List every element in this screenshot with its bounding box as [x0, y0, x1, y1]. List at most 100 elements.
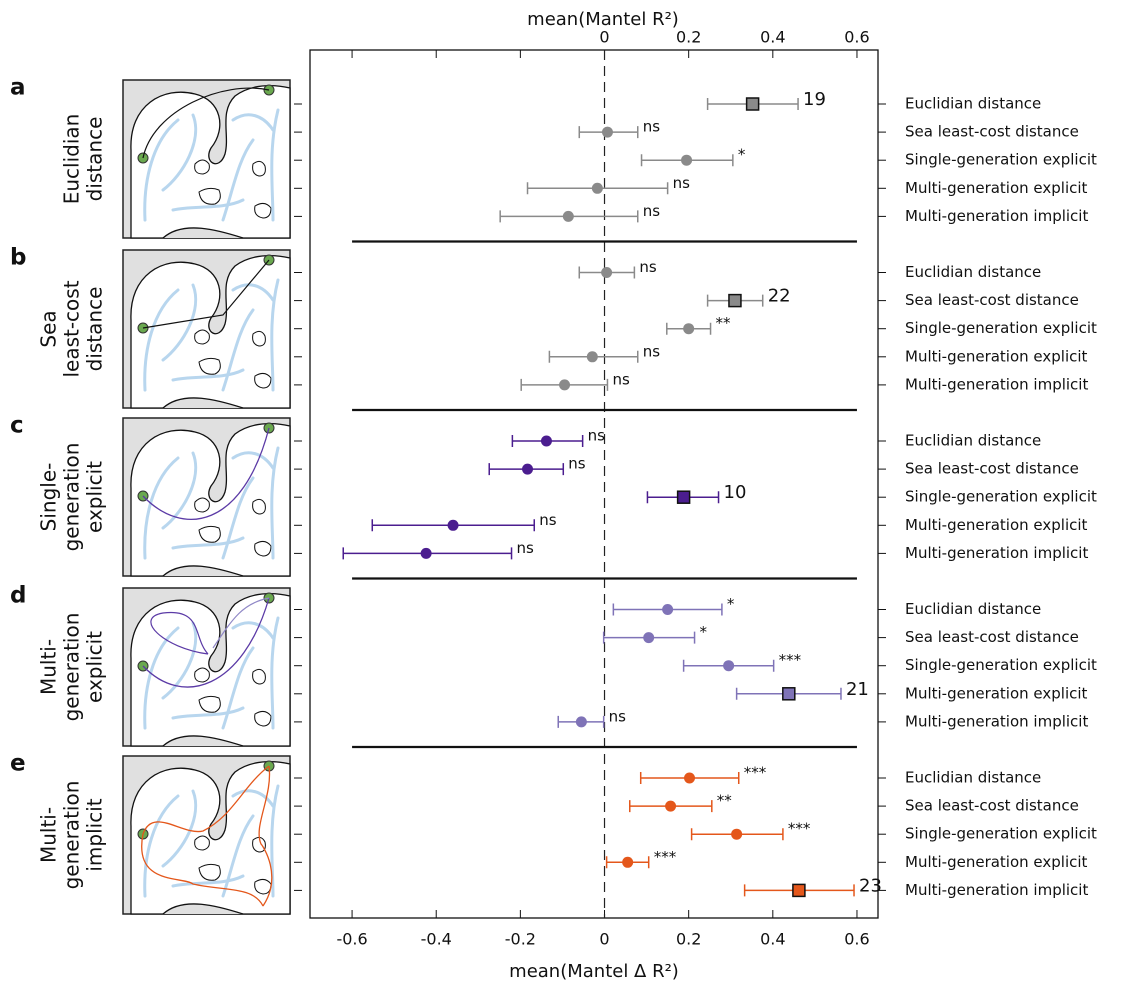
annotation: ns [517, 539, 535, 557]
point [586, 351, 598, 363]
category-label: Sea least-cost distance [905, 460, 1079, 478]
panel-title: distance [83, 287, 107, 372]
annotation: *** [744, 764, 767, 782]
annotation: ** [716, 314, 732, 332]
category-label: Multi-generation implicit [905, 881, 1088, 899]
panel-title: Sea [37, 310, 61, 347]
category-label: Multi-generation explicit [905, 516, 1088, 534]
panel-title: implicit [83, 798, 107, 871]
category-label: Single-generation explicit [905, 151, 1097, 169]
panel-title: Multi- [37, 807, 61, 863]
point [562, 210, 574, 222]
annotation: ns [609, 707, 627, 725]
annotation: ns [643, 342, 661, 360]
annotation: ns [588, 427, 606, 445]
panel-letter: b [10, 245, 26, 271]
panel-title: explicit [83, 631, 107, 703]
panel-title: Euclidian [60, 114, 84, 205]
annotation: ns [612, 370, 630, 388]
annotation: * [727, 595, 735, 613]
category-label: Multi-generation implicit [905, 712, 1088, 730]
map-d [121, 586, 292, 748]
map-a [121, 78, 292, 240]
category-label: Multi-generation explicit [905, 179, 1088, 197]
category-label: Multi-generation explicit [905, 853, 1088, 871]
category-label: Multi-generation implicit [905, 544, 1088, 562]
category-label: Euclidian distance [905, 600, 1041, 618]
point [522, 463, 534, 475]
annotation: ns [639, 258, 657, 276]
point [601, 267, 613, 278]
x2-tick-label: 0.4 [760, 28, 785, 47]
point [731, 828, 743, 840]
point [601, 126, 613, 138]
category-label: Single-generation explicit [905, 656, 1097, 674]
point [723, 660, 735, 672]
plot-frame [309, 49, 879, 919]
x-tick-label: -0.4 [421, 930, 452, 949]
x-tick-label: 0.4 [760, 930, 785, 949]
annotation: * [738, 146, 746, 164]
annotation: 23 [859, 875, 882, 896]
panel-title: generation [60, 781, 84, 890]
x-tick-label: -0.2 [505, 930, 536, 949]
annotation: ns [643, 118, 661, 136]
panel-title: explicit [83, 461, 107, 533]
annotation: 21 [846, 679, 869, 700]
x2-tick-label: 0 [599, 28, 609, 47]
point [792, 883, 806, 898]
point [665, 800, 677, 812]
x-tick-label: 0.2 [676, 930, 701, 949]
annotation: ns [568, 455, 586, 473]
category-label: Sea least-cost distance [905, 123, 1079, 141]
bottom-axis-label: mean(Mantel Δ R²) [509, 961, 679, 982]
category-label: Euclidian distance [905, 95, 1041, 113]
annotation: ns [643, 202, 661, 220]
panel-title: generation [60, 443, 84, 552]
panel-title: generation [60, 613, 84, 722]
point [559, 379, 571, 391]
category-label: Multi-generation explicit [905, 684, 1088, 702]
point [683, 323, 695, 335]
category-label: Single-generation explicit [905, 825, 1097, 843]
map-c [121, 416, 292, 578]
panel-title: least-cost [60, 280, 84, 377]
top-axis-label: mean(Mantel R²) [527, 9, 679, 30]
category-label: Multi-generation explicit [905, 347, 1088, 365]
point [622, 856, 634, 868]
x2-tick-label: 0.6 [844, 28, 869, 47]
point [591, 182, 603, 194]
point [540, 435, 552, 447]
panel-letter: c [10, 413, 24, 439]
point [745, 97, 760, 111]
point [728, 293, 742, 308]
category-label: Euclidian distance [905, 769, 1041, 787]
point [681, 154, 693, 166]
x-tick-label: -0.6 [336, 930, 367, 949]
annotation: *** [654, 848, 677, 866]
category-label: Euclidian distance [905, 263, 1041, 281]
category-label: Sea least-cost distance [905, 291, 1079, 309]
point [662, 604, 674, 615]
x-tick-label: 0.6 [844, 930, 869, 949]
point [575, 716, 587, 728]
annotation: *** [788, 820, 811, 838]
panel-title: distance [83, 117, 107, 202]
annotation: 19 [803, 89, 826, 110]
category-label: Single-generation explicit [905, 319, 1097, 337]
panel-letter: e [10, 751, 26, 777]
point [420, 547, 432, 559]
panel-title: Multi- [37, 639, 61, 695]
annotation: 10 [724, 482, 747, 503]
annotation: ns [673, 174, 691, 192]
point [782, 687, 796, 701]
annotation: * [700, 623, 708, 641]
point [684, 772, 696, 784]
category-label: Multi-generation implicit [905, 375, 1088, 393]
illustrations [121, 78, 292, 916]
category-label: Sea least-cost distance [905, 797, 1079, 815]
panel-letter: d [10, 583, 26, 609]
annotation: 22 [768, 286, 791, 307]
category-label: Single-generation explicit [905, 488, 1097, 506]
